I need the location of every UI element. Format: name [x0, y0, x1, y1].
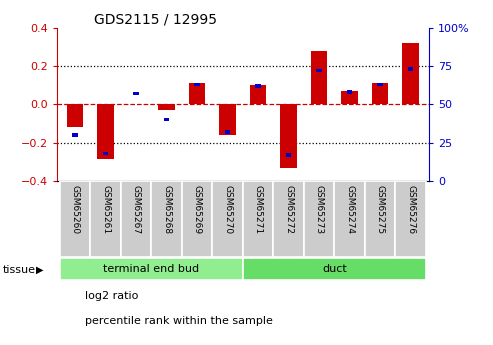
Bar [60, 181, 90, 257]
Bar [249, 85, 266, 104]
Text: GSM65261: GSM65261 [101, 185, 110, 234]
Bar [60, 258, 243, 280]
Text: GSM65260: GSM65260 [70, 185, 79, 234]
Bar [182, 181, 212, 257]
Bar [225, 130, 230, 134]
Text: GSM65273: GSM65273 [315, 185, 323, 234]
Text: duct: duct [322, 264, 347, 274]
Text: percentile rank within the sample: percentile rank within the sample [85, 316, 273, 326]
Bar [243, 258, 426, 280]
Bar [219, 104, 236, 135]
Text: GSM65274: GSM65274 [345, 185, 354, 234]
Text: GSM65276: GSM65276 [406, 185, 415, 234]
Bar [304, 181, 334, 257]
Bar [377, 83, 383, 86]
Bar [280, 104, 297, 168]
Text: tissue: tissue [2, 265, 35, 275]
Text: GSM65268: GSM65268 [162, 185, 171, 234]
Text: GSM65270: GSM65270 [223, 185, 232, 234]
Text: GSM65271: GSM65271 [253, 185, 263, 234]
Text: terminal end bud: terminal end bud [103, 264, 199, 274]
Bar [103, 152, 108, 155]
Bar [395, 181, 426, 257]
Bar [255, 84, 261, 88]
Bar [372, 83, 388, 104]
Bar [121, 181, 151, 257]
Bar [194, 83, 200, 86]
Bar [334, 181, 365, 257]
Bar [158, 104, 175, 110]
Bar [97, 104, 114, 159]
Bar [311, 51, 327, 104]
Bar [151, 181, 182, 257]
Text: GSM65272: GSM65272 [284, 185, 293, 234]
Bar [286, 153, 291, 157]
Bar [67, 104, 83, 127]
Text: ▶: ▶ [35, 265, 43, 275]
Bar [273, 181, 304, 257]
Text: GDS2115 / 12995: GDS2115 / 12995 [94, 12, 216, 26]
Bar [341, 91, 358, 104]
Bar [133, 92, 139, 95]
Bar [243, 181, 273, 257]
Bar [317, 69, 322, 72]
Text: GSM65275: GSM65275 [376, 185, 385, 234]
Text: GSM65269: GSM65269 [193, 185, 202, 234]
Bar [365, 181, 395, 257]
Text: log2 ratio: log2 ratio [85, 292, 138, 302]
Text: GSM65267: GSM65267 [132, 185, 141, 234]
Bar [164, 118, 169, 121]
Bar [347, 90, 352, 94]
Bar [402, 43, 419, 104]
Bar [408, 67, 413, 71]
Bar [189, 83, 206, 104]
Bar [72, 134, 78, 137]
Bar [212, 181, 243, 257]
Bar [90, 181, 121, 257]
